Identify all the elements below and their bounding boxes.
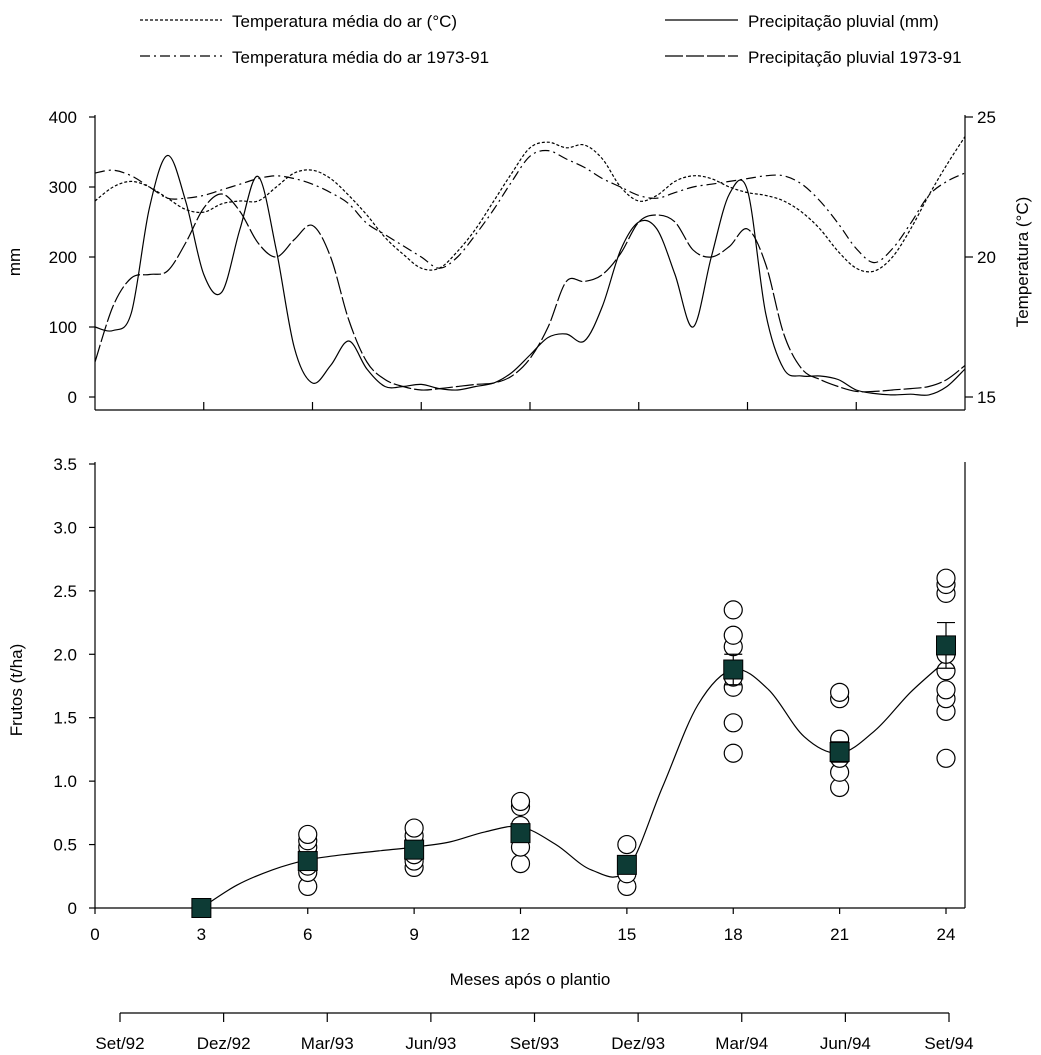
yield-mean-marker [297, 851, 318, 872]
legend-label-temp: Temperatura média do ar (°C) [232, 12, 457, 31]
climate-series-temp [94, 136, 966, 273]
date-axis-label: Jun/93 [405, 1034, 456, 1053]
yield-observation-point [723, 600, 743, 620]
climate-y-axis-left-title: mm [5, 248, 24, 276]
climate-y-right-tick-label: 25 [977, 108, 996, 127]
yield-observation-point [936, 748, 956, 768]
yield-observation-point [723, 713, 743, 733]
yield-x-tick-label: 3 [197, 925, 206, 944]
climate-lines [94, 136, 966, 396]
yield-x-axis-title: Meses após o plantio [450, 970, 611, 989]
climate-y-axis-right-title: Temperatura (°C) [1013, 197, 1032, 328]
yield-mean-marker [404, 839, 425, 860]
date-axis: Set/92 Dez/92 Mar/93 Jun/93 Set/93 Dez/93 Mar/… [95, 1012, 974, 1053]
climate-series-temp-hist [94, 149, 966, 269]
yield-y-tick-label: 2.0 [53, 645, 77, 664]
yield-observation-point [723, 625, 743, 645]
yield-x-tick-label: 6 [303, 925, 312, 944]
date-axis-label: Mar/93 [301, 1034, 354, 1053]
date-axis-label: Set/94 [924, 1034, 973, 1053]
yield-mean-marker [723, 659, 744, 680]
yield-observation-point [723, 743, 743, 763]
yield-mean-marker [936, 635, 956, 656]
climate-y-left-tick-label: 0 [68, 388, 77, 407]
yield-x-tick-label: 0 [90, 925, 99, 944]
yield-observation-point [404, 818, 424, 838]
yield-y-tick-label: 1.5 [53, 709, 77, 728]
yield-y-tick-label: 1.0 [53, 772, 77, 791]
climate-y-left-tick-label: 100 [49, 318, 77, 337]
climate-series-prec-hist [94, 193, 966, 393]
yield-x-tick-label: 12 [511, 925, 530, 944]
date-axis-label: Jun/94 [820, 1034, 871, 1053]
yield-y-tick-label: 0 [68, 899, 77, 918]
yield-observation-point [936, 680, 956, 700]
yield-x-tick-label: 15 [617, 925, 636, 944]
yield-observation-point [617, 834, 637, 855]
yield-mean-marker [510, 823, 531, 844]
yield-y-tick-label: 2.5 [53, 582, 77, 601]
yield-x-tick-label: 21 [830, 925, 849, 944]
yield-x-tick-label: 24 [937, 925, 956, 944]
yield-observation-point [830, 682, 850, 702]
legend-label-prec-hist: Precipitação pluvial 1973-91 [748, 48, 962, 67]
yield-observation-point [936, 568, 956, 588]
date-axis-label: Set/93 [510, 1034, 559, 1053]
yield-marks [191, 568, 956, 918]
yield-axes: 3.5 3.0 2.5 2.0 1.5 1.0 0.5 00 3 6 9 12 15 18 21 24 [53, 455, 966, 944]
climate-y-left-tick-label: 300 [49, 178, 77, 197]
climate-y-right-tick-label: 20 [977, 248, 996, 267]
yield-x-tick-label: 18 [724, 925, 743, 944]
yield-observation-point [298, 824, 318, 845]
yield-fit-curve [201, 660, 947, 909]
date-axis-label: Set/92 [95, 1034, 144, 1053]
yield-observation-point [510, 853, 531, 874]
yield-mean-marker [616, 854, 637, 875]
legend: Temperatura média do ar (°C) Precipitaçã… [140, 12, 962, 67]
date-axis-label: Dez/93 [611, 1034, 665, 1053]
climate-y-right-tick-label: 15 [977, 388, 996, 407]
yield-mean-marker [829, 741, 850, 762]
yield-observation-point [510, 791, 531, 812]
yield-chart: 3.5 3.0 2.5 2.0 1.5 1.0 0.5 00 3 6 9 12 15 18 21 24 Fru… [7, 455, 966, 989]
climate-series-prec [94, 154, 966, 396]
yield-y-tick-label: 0.5 [53, 836, 77, 855]
date-axis-label: Mar/94 [715, 1034, 768, 1053]
yield-y-tick-label: 3.0 [53, 518, 77, 537]
climate-y-left-tick-label: 200 [49, 248, 77, 267]
climate-axes: 400 300 200 100 0 25 20 15 [49, 108, 996, 411]
legend-label-temp-hist: Temperatura média do ar 1973-91 [232, 48, 489, 67]
yield-mean-marker [191, 898, 212, 918]
yield-y-axis-title: Frutos (t/ha) [7, 644, 26, 737]
legend-label-prec: Precipitação pluvial (mm) [748, 12, 939, 31]
climate-chart: 400 300 200 100 0 25 20 15 mm Temperatura (°C) [5, 108, 1032, 411]
yield-x-tick-label: 9 [409, 925, 418, 944]
yield-y-tick-label: 3.5 [53, 455, 77, 474]
climate-y-left-tick-label: 400 [49, 108, 77, 127]
date-axis-label: Dez/92 [197, 1034, 251, 1053]
